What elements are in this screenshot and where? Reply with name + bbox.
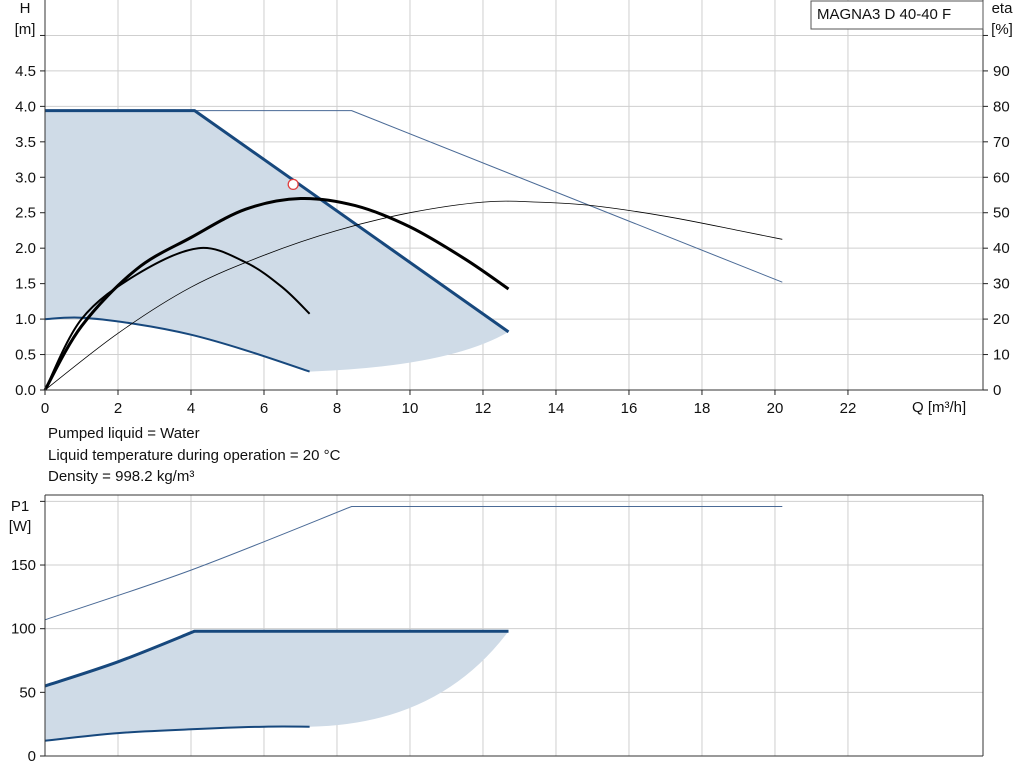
h-tick-label: 3.5 bbox=[15, 134, 36, 151]
series-p1-max bbox=[44, 629, 509, 688]
eta-tick-label: 60 bbox=[993, 169, 1010, 186]
note-pumped-liquid: Pumped liquid = Water bbox=[48, 425, 200, 442]
x-tick-label: 20 bbox=[767, 400, 784, 417]
note-liquid-temperature: Liquid temperature during operation = 20… bbox=[48, 447, 341, 464]
model-label-box: MAGNA3 D 40-40 F bbox=[810, 0, 984, 30]
p1-axis-unit: [W] bbox=[9, 518, 32, 535]
series-p1-min bbox=[44, 725, 310, 742]
bottom-axes: 0 50 100 150 bbox=[11, 494, 984, 765]
operating-point-marker bbox=[287, 178, 299, 191]
eta-axis-unit: [%] bbox=[991, 21, 1013, 38]
eta-tick-label: 10 bbox=[993, 347, 1010, 364]
x-tick-label: 16 bbox=[621, 400, 638, 417]
eta-tick-label: 0 bbox=[993, 382, 1001, 399]
eta-tick-label: 50 bbox=[993, 205, 1010, 222]
h-tick-label: 1.0 bbox=[15, 311, 36, 328]
p1-tick-label: 150 bbox=[11, 557, 36, 574]
bottom-operating-area-fill bbox=[45, 631, 509, 741]
x-tick-label: 10 bbox=[402, 400, 419, 417]
x-tick-label: 4 bbox=[187, 400, 195, 417]
x-tick-label: 18 bbox=[694, 400, 711, 417]
model-label: MAGNA3 D 40-40 F bbox=[817, 6, 951, 23]
series-h-min bbox=[44, 316, 310, 373]
x-tick-label: 0 bbox=[41, 400, 49, 417]
top-grid bbox=[45, 0, 983, 390]
series-eta-range-mid bbox=[44, 246, 311, 391]
bottom-series bbox=[44, 506, 783, 742]
h-axis-unit: [m] bbox=[15, 21, 36, 38]
x-tick-label: 8 bbox=[333, 400, 341, 417]
h-tick-label: 0.0 bbox=[15, 382, 36, 399]
x-tick-label: 6 bbox=[260, 400, 268, 417]
x-tick-label: 2 bbox=[114, 400, 122, 417]
h-tick-label: 4.0 bbox=[15, 98, 36, 115]
h-tick-label: 2.5 bbox=[15, 205, 36, 222]
p1-tick-label: 0 bbox=[28, 748, 36, 765]
top-series bbox=[43, 109, 783, 391]
eta-tick-label: 80 bbox=[993, 98, 1010, 115]
eta-tick-label: 20 bbox=[993, 311, 1010, 328]
h-tick-label: 2.0 bbox=[15, 240, 36, 257]
eta-tick-label: 70 bbox=[993, 134, 1010, 151]
top-axes: 0 2 4 6 8 10 12 14 16 18 20 22 0.0 0.5 1.0 1.5 2.0 2.5 3.0… bbox=[15, 0, 1010, 417]
h-tick-label: 4.5 bbox=[15, 63, 36, 80]
series-eta-single-max bbox=[44, 200, 783, 391]
p1-axis-label: P1 bbox=[11, 498, 29, 515]
series-eta-range-max bbox=[43, 196, 510, 391]
eta-axis-label: eta bbox=[992, 0, 1014, 17]
series-h-max bbox=[45, 109, 510, 334]
h-tick-label: 0.5 bbox=[15, 347, 36, 364]
p1-tick-label: 50 bbox=[19, 684, 36, 701]
eta-tick-label: 40 bbox=[993, 240, 1010, 257]
eta-tick-label: 30 bbox=[993, 276, 1010, 293]
series-p1-single-max bbox=[44, 506, 783, 621]
h-tick-label: 1.5 bbox=[15, 276, 36, 293]
bottom-operating-area bbox=[45, 631, 509, 741]
eta-tick-label: 90 bbox=[993, 63, 1010, 80]
top-operating-area bbox=[45, 110, 509, 372]
note-density: Density = 998.2 kg/m³ bbox=[48, 468, 195, 485]
h-tick-label: 3.0 bbox=[15, 169, 36, 186]
h-axis-label: H bbox=[20, 0, 31, 17]
x-tick-label: 14 bbox=[548, 400, 565, 417]
p1-tick-label: 100 bbox=[11, 621, 36, 638]
x-tick-label: 22 bbox=[840, 400, 857, 417]
x-tick-label: 12 bbox=[475, 400, 492, 417]
q-axis-label: Q [m³/h] bbox=[912, 399, 966, 416]
top-operating-area-fill bbox=[45, 110, 509, 372]
